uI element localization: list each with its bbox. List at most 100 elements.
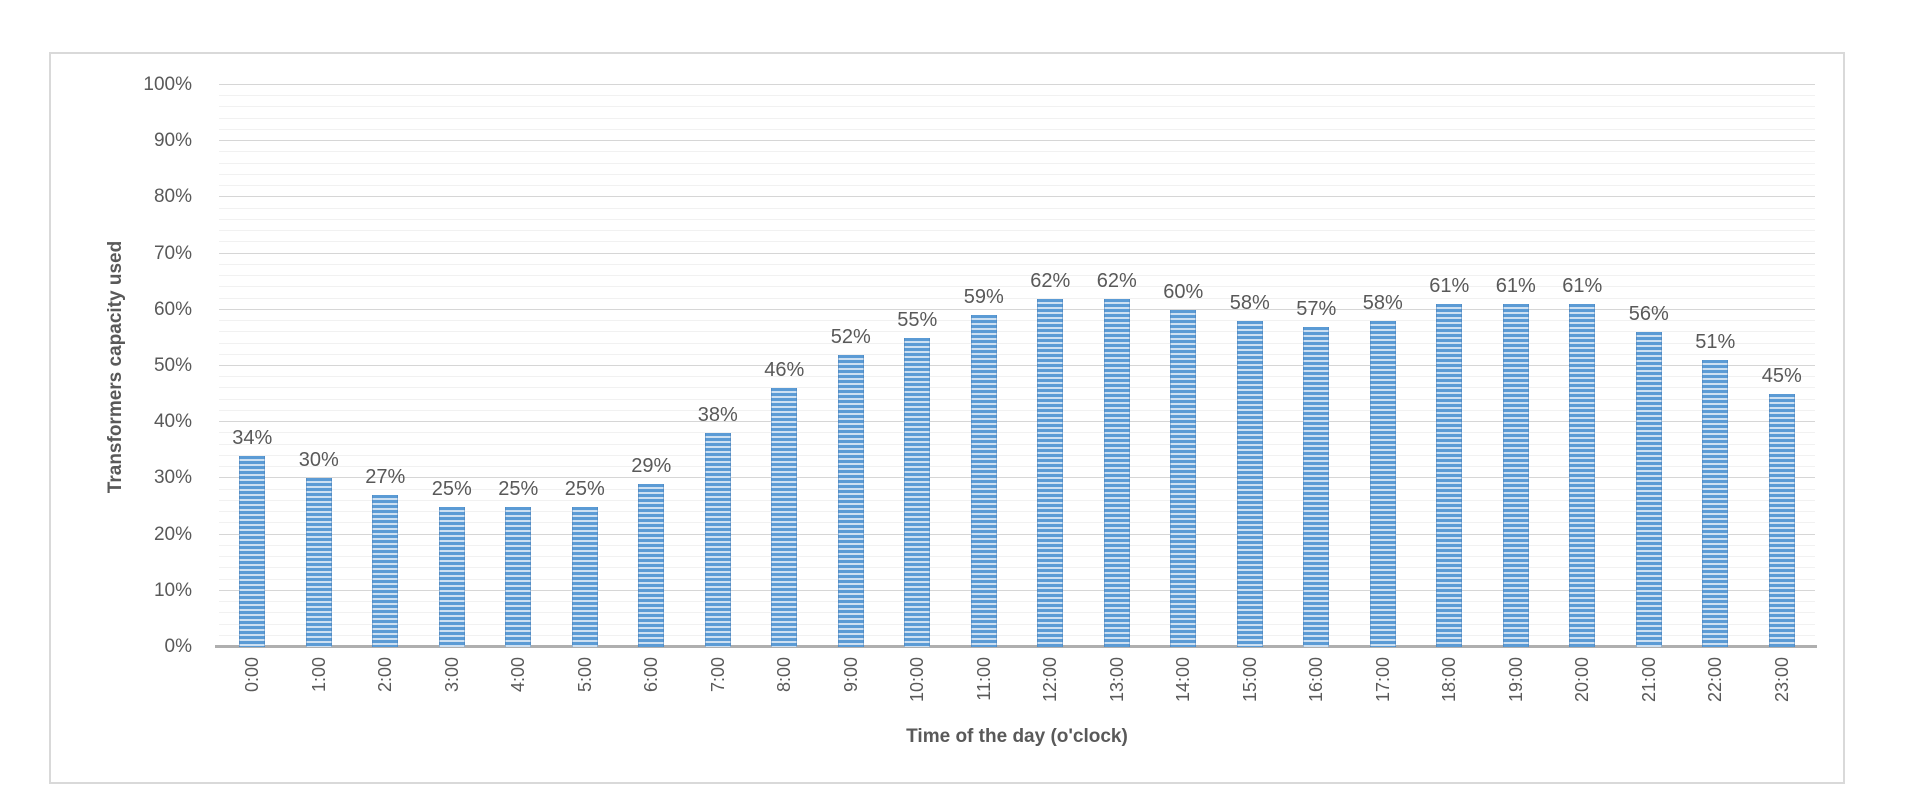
gridline-major bbox=[219, 365, 1815, 366]
x-tick-13:00: 13:00 bbox=[1106, 657, 1127, 703]
gridline-minor bbox=[219, 511, 1815, 513]
data-label-11:00: 59% bbox=[963, 286, 1004, 309]
bar-21:00[interactable] bbox=[1635, 332, 1662, 647]
data-label-18:00: 61% bbox=[1429, 275, 1470, 298]
gridline-minor bbox=[219, 342, 1815, 344]
y-tick-0%: 0% bbox=[164, 636, 192, 657]
bar-13:00[interactable] bbox=[1103, 298, 1130, 647]
bar-9:00[interactable] bbox=[837, 354, 864, 647]
x-tick-22:00: 22:00 bbox=[1705, 657, 1726, 703]
bar-1:00[interactable] bbox=[305, 478, 332, 647]
data-label-8:00: 46% bbox=[764, 359, 805, 382]
y-tick-10%: 10% bbox=[153, 579, 192, 601]
data-label-10:00: 55% bbox=[897, 308, 938, 331]
gridline-major bbox=[219, 252, 1815, 254]
bar-3:00[interactable] bbox=[438, 506, 465, 647]
bar-4:00[interactable] bbox=[505, 506, 532, 647]
gridline-major bbox=[219, 140, 1815, 142]
x-axis-line bbox=[215, 645, 1817, 648]
data-label-20:00: 61% bbox=[1562, 275, 1603, 298]
bar-20:00[interactable] bbox=[1569, 304, 1596, 647]
x-tick-3:00: 3:00 bbox=[441, 657, 462, 693]
gridline-minor bbox=[219, 499, 1815, 501]
bar-8:00[interactable] bbox=[771, 388, 798, 647]
chart-frame[interactable]: Transformers capacity used 100% 90% 80% 70%… bbox=[49, 52, 1845, 784]
gridline-major bbox=[219, 84, 1815, 85]
gridline-minor bbox=[219, 522, 1815, 524]
gridline-major bbox=[219, 533, 1815, 535]
gridline-major bbox=[219, 421, 1815, 423]
gridline-minor bbox=[219, 128, 1815, 130]
bar-6:00[interactable] bbox=[638, 484, 665, 647]
data-label-4:00: 25% bbox=[498, 477, 539, 500]
gridline-minor bbox=[219, 218, 1815, 220]
gridline-minor bbox=[219, 241, 1815, 243]
y-tick-40%: 40% bbox=[153, 411, 192, 433]
y-tick-20%: 20% bbox=[153, 523, 192, 545]
gridline-minor bbox=[219, 286, 1815, 288]
data-label-2:00: 27% bbox=[365, 466, 406, 489]
gridline-major bbox=[219, 308, 1815, 310]
data-label-0:00: 34% bbox=[232, 426, 273, 449]
bar-23:00[interactable] bbox=[1768, 394, 1795, 647]
gridline-minor bbox=[219, 556, 1815, 558]
x-tick-21:00: 21:00 bbox=[1638, 657, 1659, 703]
data-label-23:00: 45% bbox=[1761, 365, 1802, 388]
plot-area: 34% 30% 27% 25% 25% 25% 29% 38% 46% 52% 55% 59% 62% 6… bbox=[215, 84, 1817, 648]
bar-0:00[interactable] bbox=[239, 455, 266, 647]
x-axis-title: Time of the day (o'clock) bbox=[906, 726, 1128, 747]
y-tick-80%: 80% bbox=[153, 186, 192, 208]
bar-17:00[interactable] bbox=[1369, 321, 1396, 647]
bar-14:00[interactable] bbox=[1170, 309, 1197, 647]
bar-10:00[interactable] bbox=[904, 337, 931, 647]
data-label-6:00: 29% bbox=[631, 455, 672, 478]
data-label-9:00: 52% bbox=[830, 325, 871, 348]
data-label-16:00: 57% bbox=[1296, 297, 1337, 320]
data-label-1:00: 30% bbox=[298, 449, 339, 472]
x-tick-10:00: 10:00 bbox=[907, 657, 928, 703]
x-tick-11:00: 11:00 bbox=[973, 657, 994, 701]
gridline-minor bbox=[219, 454, 1815, 456]
bar-18:00[interactable] bbox=[1436, 304, 1463, 647]
y-tick-90%: 90% bbox=[153, 130, 192, 152]
gridline-minor bbox=[219, 623, 1815, 625]
gridline-minor bbox=[219, 432, 1815, 434]
bar-15:00[interactable] bbox=[1236, 321, 1263, 647]
data-label-22:00: 51% bbox=[1695, 331, 1736, 354]
gridline-minor bbox=[219, 409, 1815, 411]
data-label-17:00: 58% bbox=[1362, 292, 1403, 315]
bar-12:00[interactable] bbox=[1037, 298, 1064, 647]
gridline-minor bbox=[219, 207, 1815, 209]
bar-5:00[interactable] bbox=[571, 506, 598, 647]
bar-22:00[interactable] bbox=[1702, 360, 1729, 647]
gridline-minor bbox=[219, 634, 1815, 636]
gridline-minor bbox=[219, 466, 1815, 468]
gridline-major bbox=[219, 196, 1815, 198]
x-tick-23:00: 23:00 bbox=[1771, 657, 1792, 703]
gridline-minor bbox=[219, 376, 1815, 378]
gridline-minor bbox=[219, 151, 1815, 153]
data-label-3:00: 25% bbox=[431, 477, 472, 500]
data-label-5:00: 25% bbox=[564, 477, 605, 500]
x-tick-17:00: 17:00 bbox=[1372, 657, 1393, 703]
bar-7:00[interactable] bbox=[704, 433, 731, 647]
gridline-minor bbox=[219, 263, 1815, 265]
data-label-7:00: 38% bbox=[697, 404, 738, 427]
x-tick-16:00: 16:00 bbox=[1306, 657, 1327, 703]
bar-2:00[interactable] bbox=[372, 495, 399, 647]
bar-16:00[interactable] bbox=[1303, 326, 1330, 647]
bar-19:00[interactable] bbox=[1502, 304, 1529, 647]
gridline-minor bbox=[219, 387, 1815, 389]
x-tick-14:00: 14:00 bbox=[1173, 657, 1194, 703]
y-tick-100%: 100% bbox=[143, 74, 192, 95]
gridline-minor bbox=[219, 398, 1815, 400]
y-tick-70%: 70% bbox=[153, 242, 192, 264]
bar-11:00[interactable] bbox=[970, 315, 997, 647]
data-label-15:00: 58% bbox=[1229, 292, 1270, 315]
x-tick-19:00: 19:00 bbox=[1505, 657, 1526, 703]
gridline-minor bbox=[219, 173, 1815, 175]
y-tick-60%: 60% bbox=[153, 298, 192, 320]
gridline-minor bbox=[219, 443, 1815, 445]
gridline-minor bbox=[219, 106, 1815, 108]
x-tick-9:00: 9:00 bbox=[840, 657, 861, 693]
